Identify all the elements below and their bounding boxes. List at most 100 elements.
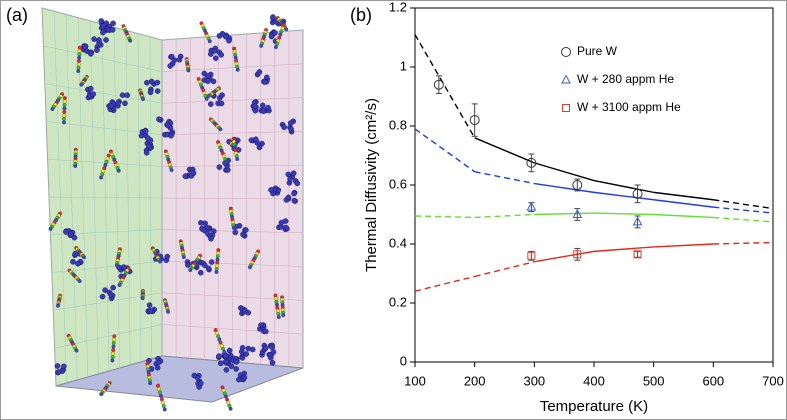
atom [168, 132, 174, 139]
atom [76, 65, 81, 70]
atom [176, 56, 183, 63]
data-point [526, 201, 537, 211]
data-point [632, 216, 643, 226]
data-point [632, 188, 643, 199]
atom [269, 359, 276, 366]
atom [99, 175, 104, 180]
atom [124, 92, 131, 99]
model-curve [474, 137, 535, 164]
data-point [572, 180, 583, 190]
atom [283, 224, 289, 231]
atom [62, 96, 67, 101]
x-axis-title: Temperature (K) [540, 398, 648, 415]
atom [96, 37, 102, 43]
atom [210, 228, 217, 234]
atom [161, 404, 166, 408]
atom [224, 159, 229, 164]
atom [76, 59, 81, 63]
atom [284, 27, 289, 32]
atom [110, 20, 116, 27]
atom [159, 397, 164, 402]
atom [54, 363, 61, 369]
atom [68, 231, 74, 237]
model-curve [593, 179, 654, 194]
data-point [561, 47, 571, 57]
atom [241, 307, 248, 314]
legend-label: W + 3100 appm He [577, 100, 681, 114]
legend-label: Pure W [577, 44, 618, 58]
atom [164, 253, 171, 260]
model-curve [534, 182, 595, 194]
wall-grid [125, 30, 131, 366]
atom [160, 400, 165, 405]
atom [235, 67, 240, 72]
atom [270, 349, 277, 355]
atom [211, 48, 218, 54]
atom [216, 164, 223, 170]
atom [77, 52, 82, 57]
atom [216, 353, 222, 359]
atom [82, 255, 87, 260]
atom [82, 43, 88, 50]
wall-grid [137, 33, 142, 363]
atom [103, 37, 109, 43]
atom [204, 73, 211, 79]
atom [116, 168, 121, 173]
atom [109, 26, 116, 33]
atom [194, 374, 201, 381]
atom [256, 69, 263, 75]
x-tick-label: 400 [583, 373, 605, 388]
atom [157, 387, 161, 392]
wall-grid [113, 27, 120, 369]
atom [208, 259, 215, 265]
atom [281, 313, 286, 318]
atom [112, 334, 117, 339]
atom [111, 348, 116, 353]
model-curve [534, 250, 595, 263]
x-tick-label: 200 [464, 373, 486, 388]
data-point [562, 104, 570, 112]
atom [291, 197, 298, 204]
atom [185, 262, 191, 268]
atom [88, 50, 94, 57]
atom [182, 173, 189, 179]
y-tick-label: 0.2 [389, 294, 407, 309]
data-point [572, 208, 583, 218]
atom [259, 43, 264, 48]
atom [143, 150, 150, 156]
x-tick-label: 300 [523, 373, 545, 388]
atom [278, 219, 285, 226]
atom [201, 262, 208, 269]
atom [148, 78, 155, 85]
atom [218, 100, 225, 107]
atom [140, 296, 145, 301]
x-tick-label: 600 [702, 373, 724, 388]
atom [77, 55, 82, 60]
data-point [433, 79, 444, 90]
panel-label: (b) [350, 5, 372, 25]
x-tick-label: 500 [643, 373, 665, 388]
atom [154, 88, 161, 94]
atom [154, 364, 161, 371]
atom [75, 260, 81, 267]
y-tick-label: 0.4 [389, 235, 407, 250]
data-point [561, 74, 571, 84]
atom [108, 103, 114, 109]
atom [288, 126, 294, 132]
atom [90, 91, 97, 97]
atom [70, 258, 76, 265]
atom [77, 45, 82, 50]
atom [74, 348, 79, 353]
data-point [633, 250, 642, 259]
model-curve [653, 213, 714, 219]
model-curve [593, 212, 654, 216]
atom [111, 344, 116, 349]
atom [247, 265, 252, 270]
atom [87, 85, 94, 92]
atom [214, 270, 219, 274]
atom [226, 347, 233, 354]
model-curve [653, 243, 714, 248]
atom [258, 322, 264, 329]
atom [62, 110, 67, 114]
data-point [573, 250, 582, 259]
